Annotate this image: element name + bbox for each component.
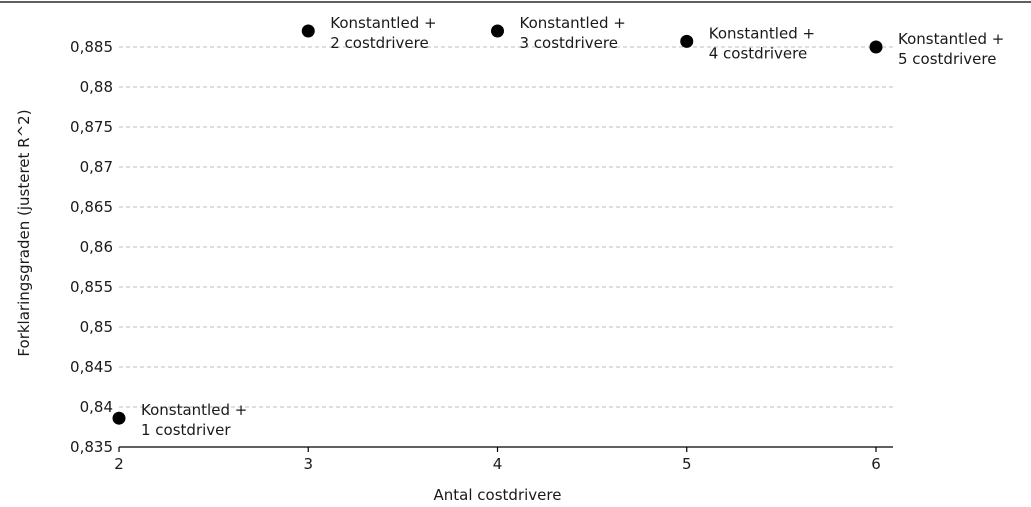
y-tick-label: 0,845: [70, 358, 113, 376]
data-label-line: 3 costdrivere: [520, 34, 618, 52]
gridlines: [119, 46, 893, 408]
y-tick-label: 0,85: [80, 318, 113, 336]
y-tick-label: 0,88: [80, 78, 113, 96]
data-point: [112, 411, 126, 425]
data-label: Konstantled + 4 costdrivere: [709, 24, 815, 62]
data-label-line: Konstantled +: [709, 24, 815, 42]
data-labels: Konstantled + 1 costdriver Konstantled + 2 …: [141, 14, 1004, 439]
y-tick-label: 0,865: [70, 198, 113, 216]
x-axis-title: Antal costdrivere: [434, 486, 562, 504]
data-label-line: 5 costdrivere: [898, 50, 996, 68]
x-tick-labels: 2 3 4 5 6: [114, 455, 881, 473]
y-tick-label: 0,835: [70, 438, 113, 456]
data-label: Konstantled + 1 costdriver: [141, 401, 247, 439]
y-tick-labels: 0,835 0,84 0,845 0,85 0,855 0,86 0,865 0,87 0,87…: [70, 38, 113, 456]
y-tick-label: 0,855: [70, 278, 113, 296]
x-tick-label: 4: [493, 455, 503, 473]
y-tick-label: 0,84: [80, 398, 113, 416]
data-label-line: Konstantled +: [898, 30, 1004, 48]
data-label: Konstantled + 2 costdrivere: [330, 14, 436, 52]
data-label-line: Konstantled +: [330, 14, 436, 32]
data-label-line: Konstantled +: [141, 401, 247, 419]
data-label-line: Konstantled +: [520, 14, 626, 32]
x-tick-label: 5: [682, 455, 692, 473]
x-tick-label: 3: [303, 455, 313, 473]
y-axis-title: Forklaringsgraden (justeret R^2): [15, 109, 33, 356]
y-tick-label: 0,875: [70, 118, 113, 136]
data-point: [869, 40, 883, 54]
x-tick-label: 6: [871, 455, 881, 473]
data-label: Konstantled + 3 costdrivere: [520, 14, 626, 52]
data-point: [491, 24, 504, 38]
y-tick-label: 0,885: [70, 38, 113, 56]
data-point: [301, 24, 315, 38]
y-tick-label: 0,87: [80, 158, 113, 176]
data-points: [112, 24, 883, 425]
x-tick-label: 2: [114, 455, 124, 473]
data-point: [680, 34, 694, 48]
data-label-line: 1 costdriver: [141, 421, 231, 439]
axes: [118, 446, 893, 452]
data-label: Konstantled + 5 costdrivere: [898, 30, 1004, 68]
data-label-line: 4 costdrivere: [709, 44, 807, 62]
y-tick-label: 0,86: [80, 238, 113, 256]
data-label-line: 2 costdrivere: [330, 34, 428, 52]
